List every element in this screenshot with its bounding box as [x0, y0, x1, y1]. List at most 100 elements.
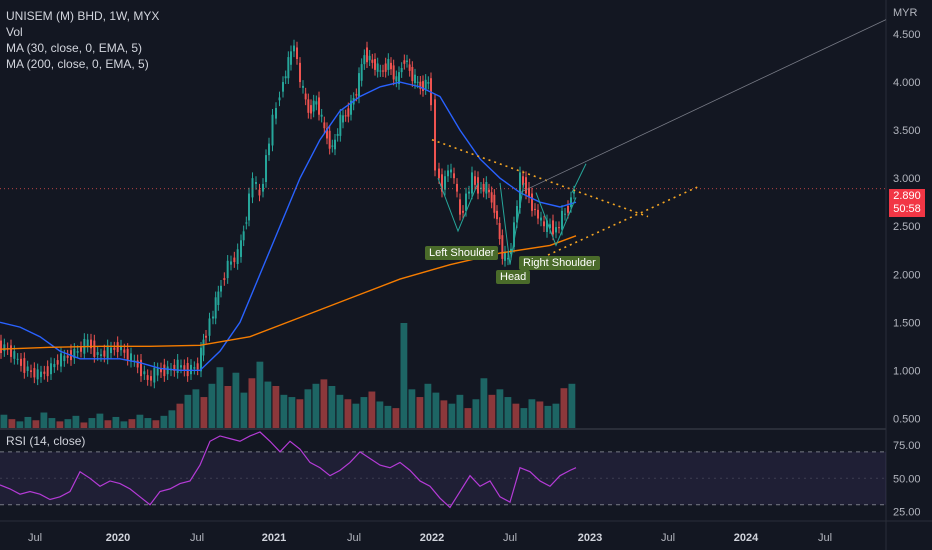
candle-body [220, 285, 222, 292]
candle-body [320, 114, 323, 117]
price-tick-label: 3.000 [893, 173, 921, 185]
volume-bar [360, 397, 368, 428]
candle-body [564, 213, 566, 215]
volume-bar [136, 414, 144, 428]
head-label: Head [496, 270, 531, 284]
candle-body [326, 128, 328, 139]
volume-bar [528, 399, 536, 428]
price-tick-label: 4.500 [893, 29, 921, 41]
candle-body [360, 64, 363, 81]
time-tick-label: Jul [190, 532, 204, 544]
volume-bar [72, 415, 80, 428]
candle-body [16, 358, 19, 360]
candle-body [202, 339, 205, 356]
candle-body [382, 70, 384, 72]
candle-body [245, 222, 248, 224]
candle-body [485, 182, 488, 194]
candle-body [438, 168, 440, 179]
candle-body [570, 197, 572, 207]
candle-body [130, 353, 132, 362]
candle-body [43, 371, 46, 374]
candle-body [46, 366, 49, 377]
price-tick-label: 4.000 [893, 77, 921, 89]
candle-body [262, 183, 264, 192]
candle-body [56, 360, 59, 365]
candle-body [334, 139, 336, 150]
time-tick-label: 2023 [578, 532, 602, 544]
price-tick-label: 3.500 [893, 125, 921, 137]
volume-bar [424, 383, 432, 428]
volume-bar [256, 361, 264, 428]
candle-body [422, 81, 424, 92]
candle-body [223, 278, 226, 281]
candle-body [513, 222, 515, 247]
price-tick-label: 2.500 [893, 221, 921, 233]
ma30-legend[interactable]: MA (30, close, 0, EMA, 5) [6, 41, 143, 55]
price-tick-label: 0.500 [893, 413, 921, 425]
volume-bar [200, 397, 208, 428]
candle-body [482, 183, 485, 192]
volume-bar [8, 419, 16, 428]
candle-body [176, 359, 179, 373]
candle-body [63, 355, 66, 362]
candle-body [26, 366, 29, 371]
candle-body [110, 347, 112, 354]
candle-body [153, 367, 156, 383]
ma200-legend[interactable]: MA (200, close, 0, EMA, 5) [6, 57, 149, 71]
candle-body [180, 365, 182, 368]
candle-body [411, 67, 414, 82]
volume-bar [192, 389, 200, 428]
candle-body [549, 224, 551, 229]
candle-body [284, 76, 287, 79]
time-tick-label: Jul [818, 532, 832, 544]
candle-body [558, 227, 560, 229]
volume-bar [512, 403, 520, 428]
candle-body [30, 370, 32, 372]
symbol-title[interactable]: UNISEM (M) BHD, 1W, MYX [6, 9, 160, 23]
volume-bar [184, 394, 192, 428]
candle-body [271, 114, 274, 146]
volume-bar [504, 397, 512, 428]
volume-bar [264, 381, 272, 428]
volume-bar [152, 420, 160, 428]
candle-body [465, 193, 467, 211]
candle-body [80, 347, 82, 352]
candle-body [156, 368, 159, 376]
candle-body [537, 209, 539, 219]
candle-body [471, 172, 473, 194]
volume-bar [240, 392, 248, 428]
ma30-line [0, 81, 577, 372]
candle-body [60, 353, 62, 367]
volume-bar [96, 413, 104, 428]
candle-body [136, 360, 139, 368]
rsi-legend[interactable]: RSI (14, close) [6, 434, 86, 448]
volume-bar [464, 408, 472, 428]
candle-body [534, 208, 536, 210]
volume-legend[interactable]: Vol [6, 25, 23, 39]
volume-bar [312, 383, 320, 428]
left-shoulder-shape [437, 177, 479, 233]
currency-label: MYR [893, 7, 918, 19]
projection-line [519, 19, 887, 193]
candle-body [103, 350, 106, 357]
rsi-line [0, 431, 577, 509]
candle-body [371, 59, 374, 63]
candle-body [376, 63, 379, 72]
ma200-line [0, 235, 577, 350]
candle-body [146, 375, 149, 380]
candle-body [355, 94, 358, 96]
candle-body [116, 342, 119, 353]
candle-body [474, 176, 476, 185]
time-tick-label: Jul [28, 532, 42, 544]
candle-body [190, 364, 192, 375]
candle-body [307, 99, 310, 113]
volume-bar [496, 389, 504, 428]
candle-body [498, 223, 501, 240]
candle-body [242, 231, 245, 241]
candle-body [358, 73, 360, 98]
candle-body [93, 340, 96, 357]
time-tick-label: Jul [347, 532, 361, 544]
volume-bar [488, 394, 496, 428]
